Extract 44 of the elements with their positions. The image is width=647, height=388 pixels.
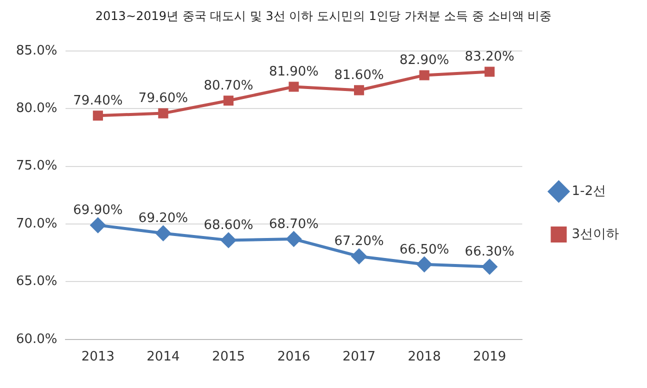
y-tick-label: 70.0% bbox=[16, 216, 58, 232]
data-label: 79.60% bbox=[138, 91, 188, 106]
point bbox=[352, 248, 367, 264]
data-label: 67.20% bbox=[334, 234, 384, 250]
y-tick-label: 75.0% bbox=[16, 158, 58, 174]
point bbox=[220, 232, 236, 248]
point bbox=[158, 108, 168, 118]
data-label: 69.20% bbox=[138, 211, 188, 226]
x-tick-label: 2015 bbox=[212, 350, 246, 365]
y-tick-label: 80.0% bbox=[16, 101, 58, 116]
data-label: 81.90% bbox=[268, 64, 319, 80]
legend-label: 3선이하 bbox=[572, 226, 620, 242]
point bbox=[354, 85, 364, 96]
point bbox=[156, 226, 171, 241]
data-label: 82.90% bbox=[400, 53, 450, 68]
point bbox=[286, 232, 302, 247]
point bbox=[90, 218, 106, 233]
data-label: 68.60% bbox=[204, 218, 254, 234]
chart-title: 2013~2019년 중국 대도시 및 3선 이하 도시민의 1인당 가처분 소득 중 소비액 비중 bbox=[94, 8, 553, 25]
legend-label: 1-2선 bbox=[572, 184, 606, 199]
y-tick-label: 60.0% bbox=[16, 332, 58, 347]
data-label: 66.50% bbox=[400, 242, 450, 258]
x-tick-label: 2014 bbox=[146, 350, 180, 365]
x-tick-label: 2019 bbox=[473, 350, 506, 365]
point bbox=[288, 82, 299, 92]
y-tick-label: 85.0% bbox=[16, 43, 58, 58]
point bbox=[419, 70, 430, 80]
point bbox=[484, 66, 495, 77]
data-label: 68.70% bbox=[268, 216, 319, 232]
data-label: 81.60% bbox=[334, 68, 384, 84]
y-tick-label: 65.0% bbox=[16, 274, 58, 290]
data-label: 80.70% bbox=[204, 78, 254, 94]
point bbox=[482, 259, 498, 274]
point bbox=[92, 110, 103, 121]
x-tick-label: 2018 bbox=[408, 350, 441, 365]
x-tick-label: 2013 bbox=[81, 350, 114, 365]
data-label: 69.90% bbox=[73, 203, 123, 218]
point bbox=[223, 96, 234, 106]
data-label: 83.20% bbox=[464, 50, 514, 65]
data-label: 66.30% bbox=[464, 244, 514, 260]
point bbox=[416, 256, 432, 272]
x-tick-label: 2017 bbox=[342, 350, 376, 365]
data-label: 79.40% bbox=[73, 93, 123, 108]
x-tick-label: 2016 bbox=[277, 350, 310, 365]
